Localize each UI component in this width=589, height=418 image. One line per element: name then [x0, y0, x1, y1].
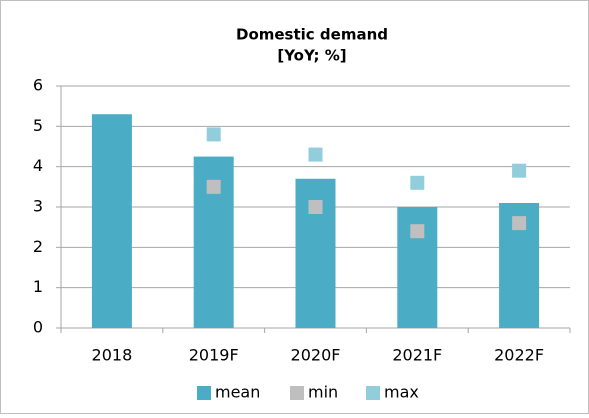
x-tick-label: 2020F	[291, 346, 341, 365]
legend-label: min	[308, 383, 338, 402]
marker	[308, 200, 323, 214]
x-tick-label: 2021F	[392, 346, 442, 365]
bar	[91, 114, 132, 328]
y-tick-label: 6	[33, 76, 43, 95]
chart-title: Domestic demand	[236, 26, 388, 44]
x-tick-label: 2022F	[494, 346, 544, 365]
chart-subtitle: [YoY; %]	[277, 47, 346, 65]
x-tick-label: 2019F	[189, 346, 239, 365]
y-tick-label: 4	[33, 156, 43, 175]
marker	[206, 179, 221, 194]
legend-swatch	[197, 386, 211, 400]
y-tick-label: 2	[33, 237, 43, 256]
marker	[512, 163, 527, 178]
legend-swatch	[366, 386, 380, 400]
x-tick-label: 2018	[92, 346, 133, 365]
marker	[308, 147, 323, 162]
legend-label: mean	[215, 383, 260, 402]
marker	[512, 216, 527, 231]
y-tick-label: 1	[33, 277, 43, 296]
marker	[410, 175, 425, 190]
marker	[410, 224, 425, 239]
legend-label: max	[384, 383, 419, 402]
y-tick-label: 5	[33, 116, 43, 135]
y-tick-label: 3	[33, 197, 43, 216]
marker	[206, 127, 221, 142]
y-tick-label: 0	[33, 318, 43, 337]
legend-swatch	[290, 386, 304, 400]
